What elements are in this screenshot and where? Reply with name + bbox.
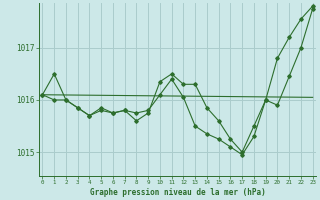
X-axis label: Graphe pression niveau de la mer (hPa): Graphe pression niveau de la mer (hPa) [90, 188, 265, 197]
